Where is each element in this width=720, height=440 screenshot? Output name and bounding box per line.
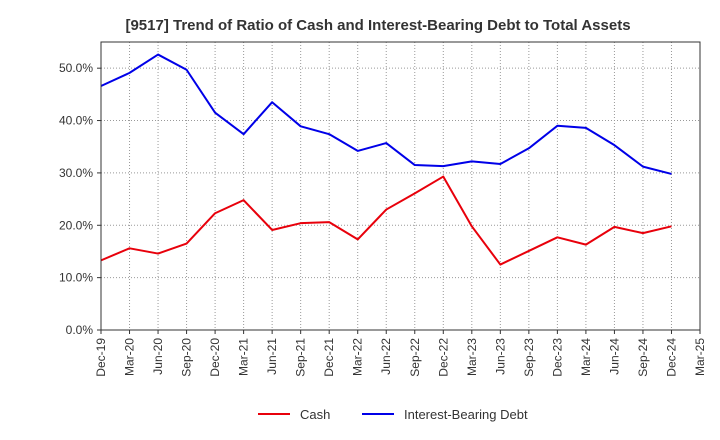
y-tick-label: 50.0%	[59, 61, 93, 75]
x-tick-label: Mar-23	[465, 338, 479, 376]
x-axis-ticks: Dec-19 Mar-20 Jun-20 Sep-20 Dec-20 Mar-21 Jun-…	[94, 330, 707, 377]
x-tick-label: Sep-23	[522, 338, 536, 377]
series-line-interest-bearing-debt	[100, 53, 672, 175]
x-tick-label: Dec-24	[664, 338, 678, 377]
x-tick-label: Mar-24	[579, 338, 593, 376]
x-tick-label: Dec-21	[322, 338, 336, 377]
x-tick-label: Dec-23	[550, 338, 564, 377]
y-tick-label: 0.0%	[66, 323, 94, 337]
x-tick-label: Jun-22	[379, 338, 393, 375]
x-tick-label: Sep-21	[294, 338, 308, 377]
y-axis-ticks: 0.0% 10.0% 20.0% 30.0% 40.0% 50.0%	[59, 61, 101, 337]
x-tick-label: Jun-21	[265, 338, 279, 375]
x-tick-label: Sep-24	[636, 338, 650, 377]
legend: Cash Interest-Bearing Debt	[258, 407, 528, 422]
x-tick-label: Dec-22	[436, 338, 450, 377]
y-tick-label: 40.0%	[59, 114, 93, 128]
chart-title: [9517] Trend of Ratio of Cash and Intere…	[125, 17, 630, 34]
x-tick-label: Mar-22	[351, 338, 365, 376]
y-tick-label: 30.0%	[59, 166, 93, 180]
x-tick-label: Sep-20	[180, 338, 194, 377]
grid	[101, 42, 700, 330]
plot-frame	[100, 41, 701, 331]
x-tick-label: Jun-20	[151, 338, 165, 375]
series-lines	[100, 53, 672, 266]
series-line-cash	[100, 175, 672, 266]
x-tick-label: Dec-20	[208, 338, 222, 377]
y-tick-label: 20.0%	[59, 218, 93, 232]
x-tick-label: Dec-19	[94, 338, 108, 377]
legend-label-cash: Cash	[300, 407, 330, 422]
x-tick-label: Sep-22	[408, 338, 422, 377]
x-tick-label: Mar-20	[123, 338, 137, 376]
x-tick-label: Mar-25	[693, 338, 707, 376]
y-tick-label: 10.0%	[59, 271, 93, 285]
x-tick-label: Jun-23	[493, 338, 507, 375]
x-tick-label: Mar-21	[237, 338, 251, 376]
x-tick-label: Jun-24	[607, 338, 621, 375]
legend-label-interest-bearing-debt: Interest-Bearing Debt	[404, 407, 528, 422]
